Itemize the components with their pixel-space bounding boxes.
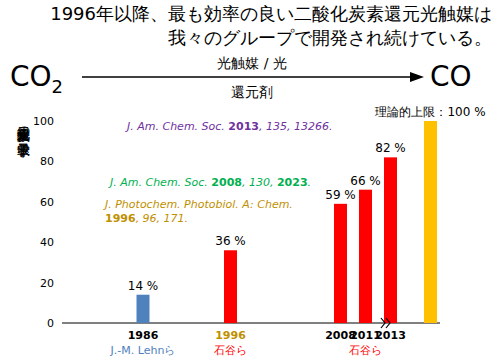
axis-break bbox=[381, 318, 390, 328]
x-axis-line bbox=[62, 323, 440, 324]
bar bbox=[359, 190, 372, 323]
author-label: 石谷ら bbox=[214, 344, 247, 357]
chart: 1996年以降、最も効率の良い二酸化炭素還元光触媒は我々のグループで開発され続け… bbox=[0, 0, 500, 360]
data-label: 36 % bbox=[215, 234, 246, 248]
bar bbox=[424, 121, 437, 323]
bars bbox=[137, 121, 438, 323]
arrow-label: 還元剤 bbox=[231, 84, 273, 100]
citation: 1996, 96, 171. bbox=[105, 212, 188, 225]
y-tick-label: 40 bbox=[40, 236, 54, 249]
data-label: 59 % bbox=[325, 188, 356, 202]
y-tick-label: 0 bbox=[47, 317, 54, 330]
title-line: 我々のグループで開発され続けている。 bbox=[168, 27, 492, 48]
citation: J. Am. Chem. Soc. 2013, 135, 13266. bbox=[125, 120, 332, 133]
title-line: 1996年以降、最も効率の良い二酸化炭素還元光触媒は bbox=[50, 3, 492, 24]
y-tick-label: 100 bbox=[33, 115, 54, 128]
citation: J. Photochem. Photobiol. A: Chem. bbox=[103, 198, 293, 211]
bar bbox=[224, 250, 237, 323]
y-axis-label: 二酸化炭素還元の量子収率 / % bbox=[17, 118, 32, 158]
citation: J. Am. Chem. Soc. 2008, 130, 2023. bbox=[108, 176, 311, 189]
reaction-arrow bbox=[82, 76, 412, 78]
product: CO bbox=[430, 60, 472, 93]
bar bbox=[334, 204, 347, 323]
arrow-label: 光触媒 / 光 bbox=[217, 55, 287, 71]
y-tick-label: 20 bbox=[40, 277, 54, 290]
author-label: J.-M. Lehnら bbox=[110, 344, 176, 357]
bar bbox=[384, 157, 397, 323]
reactant: CO2 bbox=[10, 60, 63, 97]
data-label: 66 % bbox=[350, 174, 381, 188]
data-label: 理論的上限：100 % bbox=[375, 105, 485, 119]
author-label: 石谷ら bbox=[349, 344, 382, 357]
x-tick-label: 1986 bbox=[128, 329, 159, 342]
y-tick-label: 80 bbox=[40, 155, 54, 168]
y-tick-label: 60 bbox=[40, 196, 54, 209]
x-tick-label: 1996 bbox=[215, 329, 246, 342]
bar bbox=[137, 295, 150, 323]
x-tick-label: 2013 bbox=[375, 329, 406, 342]
data-label: 14 % bbox=[128, 279, 159, 293]
data-label: 82 % bbox=[375, 141, 406, 155]
reaction-arrowhead bbox=[410, 72, 424, 82]
